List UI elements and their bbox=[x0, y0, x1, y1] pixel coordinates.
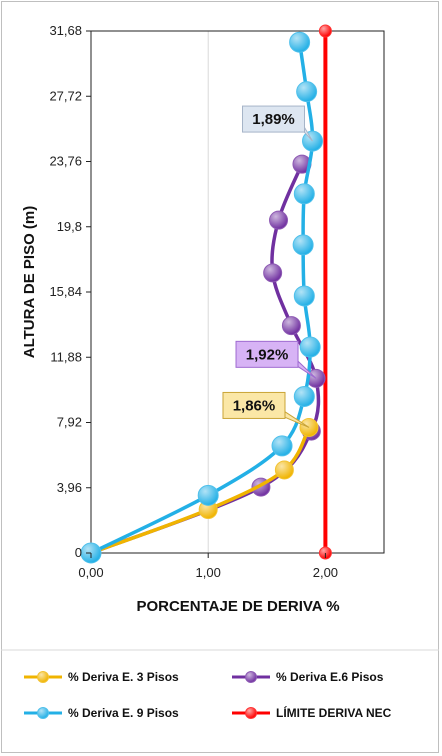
y-tick-label: 3,96 bbox=[57, 480, 82, 495]
legend-label: LÍMITE DERIVA NEC bbox=[276, 705, 392, 720]
data-point bbox=[269, 210, 289, 230]
legend-swatch-marker bbox=[37, 671, 49, 683]
callout-label: 1,89% bbox=[252, 111, 295, 128]
legend-label: % Deriva E.6 Pisos bbox=[276, 670, 384, 684]
series-line bbox=[90, 426, 311, 555]
x-tick-label: 0,00 bbox=[78, 565, 103, 580]
data-point bbox=[289, 31, 311, 53]
legend-swatch-marker bbox=[245, 671, 257, 683]
data-point bbox=[197, 484, 219, 506]
legend-label: % Deriva E. 9 Pisos bbox=[68, 706, 179, 720]
y-tick-label: 15,84 bbox=[49, 284, 82, 299]
data-callouts: 1,86% 1,92% 1,89% bbox=[222, 105, 317, 428]
plot-area-border bbox=[90, 30, 385, 554]
data-point bbox=[281, 316, 301, 336]
data-point bbox=[296, 81, 318, 103]
x-tick-label: 1,00 bbox=[196, 565, 221, 580]
callout-2: 1,89% bbox=[242, 105, 313, 142]
data-point bbox=[293, 385, 315, 407]
data-point bbox=[318, 24, 332, 38]
data-point bbox=[293, 183, 315, 205]
legend-item-1: % Deriva E.6 Pisos bbox=[232, 670, 384, 684]
y-axis-title: ALTURA DE PISO (m) bbox=[21, 206, 38, 359]
data-point bbox=[299, 336, 321, 358]
y-tick-label: 11,88 bbox=[50, 349, 82, 364]
series-3 bbox=[318, 24, 332, 560]
y-tick-label: 27,72 bbox=[49, 88, 82, 103]
legend-swatch-marker bbox=[245, 707, 257, 719]
y-tick-label: 7,92 bbox=[57, 415, 82, 430]
x-tick-label: 2,00 bbox=[313, 565, 338, 580]
legend-item-2: % Deriva E. 9 Pisos bbox=[24, 706, 179, 720]
legend: % Deriva E. 3 Pisos % Deriva E.6 Pisos % D… bbox=[24, 670, 392, 720]
legend-label: % Deriva E. 3 Pisos bbox=[68, 670, 179, 684]
y-tick-label: 19,8 bbox=[57, 219, 82, 234]
legend-item-3: LÍMITE DERIVA NEC bbox=[232, 705, 392, 720]
y-tick-label: 23,76 bbox=[49, 154, 82, 169]
callout-box bbox=[222, 391, 286, 419]
data-point bbox=[274, 460, 294, 480]
callout-box bbox=[235, 340, 299, 368]
data-point bbox=[293, 285, 315, 307]
y-tick-label: 0 bbox=[75, 545, 82, 560]
data-point bbox=[263, 263, 283, 283]
data-point bbox=[271, 435, 293, 457]
callout-label: 1,92% bbox=[246, 346, 289, 363]
data-point bbox=[292, 234, 314, 256]
series-2 bbox=[80, 31, 324, 564]
tick-labels: 0 3,96 7,92 11,88 15,84 19,8 23,76 27,72 31,68 0,… bbox=[49, 23, 338, 580]
legend-item-0: % Deriva E. 3 Pisos bbox=[24, 670, 179, 684]
y-tick-label: 31,68 bbox=[49, 23, 82, 38]
x-axis-title: PORCENTAJE DE DERIVA % bbox=[136, 598, 339, 615]
callout-label: 1,86% bbox=[233, 397, 276, 414]
callout-0: 1,86% bbox=[222, 391, 310, 428]
callout-box bbox=[242, 105, 306, 133]
legend-swatch-marker bbox=[37, 707, 49, 719]
callout-1: 1,92% bbox=[235, 340, 317, 379]
